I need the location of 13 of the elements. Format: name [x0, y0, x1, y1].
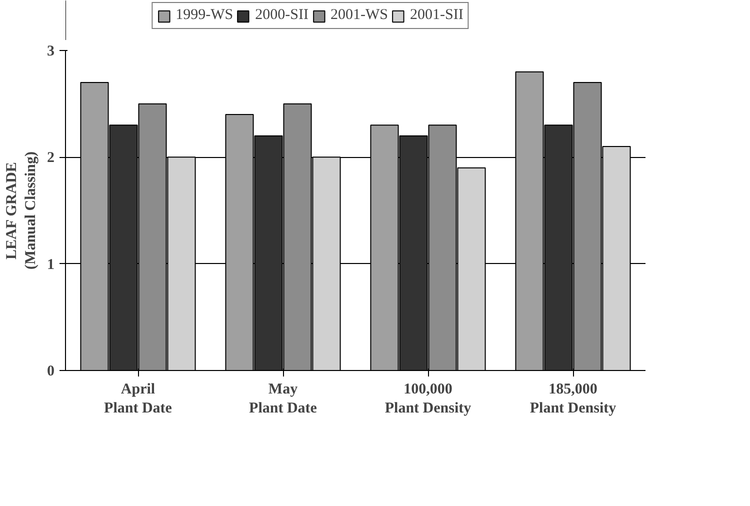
legend-label: 1999-WS [176, 7, 234, 24]
legend-label: 2001-WS [330, 7, 388, 24]
x-tick-label: 185,000 Plant Density [530, 382, 617, 417]
x-tick-label: April Plant Date [104, 382, 172, 417]
y-tick-label: 1 [47, 256, 54, 273]
x-tick-label: May Plant Date [249, 382, 318, 417]
y-tick-label: 3 [47, 44, 54, 60]
x-tick-label: 100,000 Plant Density [384, 382, 472, 417]
y-tick-label: 0 [47, 364, 54, 380]
y-axis-title: LEAF GRADE (Manual Classing) [4, 152, 39, 270]
legend-label: 2000-SII [255, 7, 308, 24]
y-tick-label: 2 [47, 150, 54, 166]
legend-label: 2001-SII [410, 7, 464, 24]
